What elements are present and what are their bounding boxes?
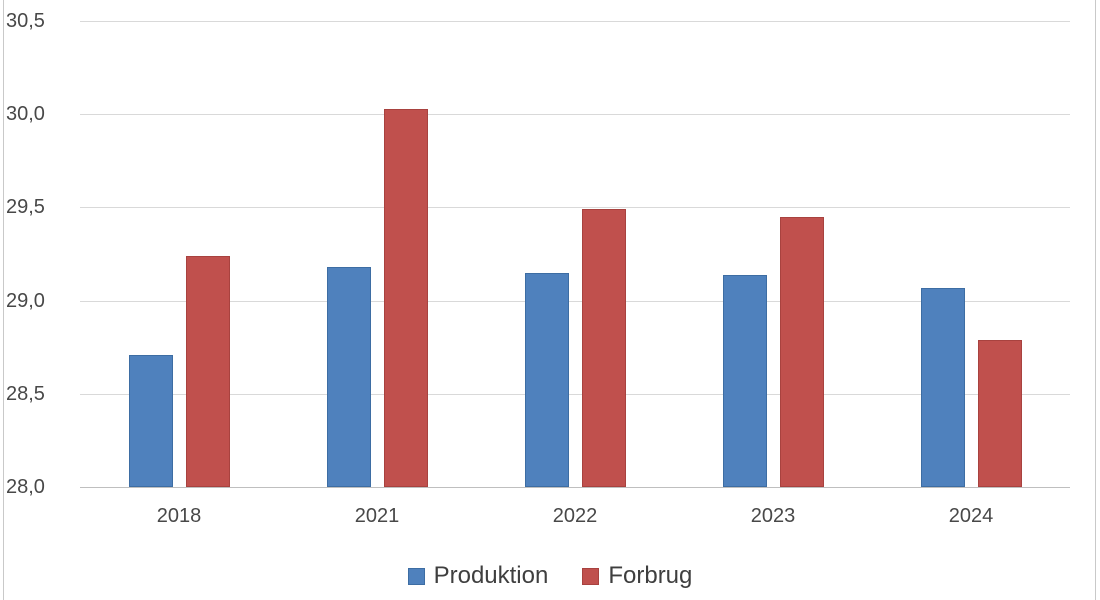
x-tick-label: 2021 — [354, 505, 400, 527]
plot-area — [80, 21, 1070, 488]
x-tick-label: 2024 — [948, 505, 994, 527]
legend-label: Forbrug — [608, 562, 693, 589]
y-tick-label: 28,0 — [6, 476, 45, 498]
right-border-line — [1095, 0, 1096, 600]
y-gridline — [80, 393, 1070, 395]
bar-forbrug-2018 — [185, 255, 230, 487]
x-tick-label: 2018 — [156, 505, 202, 527]
x-tick-label: 2022 — [552, 505, 598, 527]
bar-forbrug-2023 — [779, 216, 824, 487]
y-gridline — [80, 21, 1070, 22]
legend-swatch-produktion — [407, 567, 425, 585]
y-tick-label: 29,5 — [6, 196, 45, 219]
bar-produktion-2018 — [128, 354, 173, 487]
x-tick-label: 2023 — [750, 505, 796, 527]
y-tick-label: 28,5 — [6, 382, 45, 405]
legend-item-produktion: Produktion — [407, 562, 549, 590]
bar-produktion-2022 — [524, 272, 569, 487]
y-gridline — [80, 300, 1070, 302]
y-tick-label: 30,0 — [6, 103, 45, 126]
bar-forbrug-2024 — [977, 339, 1022, 487]
bar-forbrug-2022 — [581, 209, 626, 487]
bar-produktion-2023 — [722, 274, 767, 487]
left-border-line — [3, 0, 4, 600]
legend-swatch-forbrug — [582, 567, 600, 585]
bar-forbrug-2021 — [383, 108, 428, 487]
legend: Produktion Forbrug — [0, 558, 1100, 594]
y-gridline — [80, 207, 1070, 209]
legend-item-forbrug: Forbrug — [582, 562, 692, 590]
y-tick-label: 29,0 — [6, 289, 45, 312]
bar-produktion-2024 — [920, 287, 965, 487]
legend-label: Produktion — [433, 562, 549, 589]
y-tick-label: 30,5 — [6, 10, 45, 32]
y-gridline — [80, 114, 1070, 116]
bar-produktion-2021 — [326, 267, 371, 487]
x-axis-line — [80, 487, 1070, 488]
